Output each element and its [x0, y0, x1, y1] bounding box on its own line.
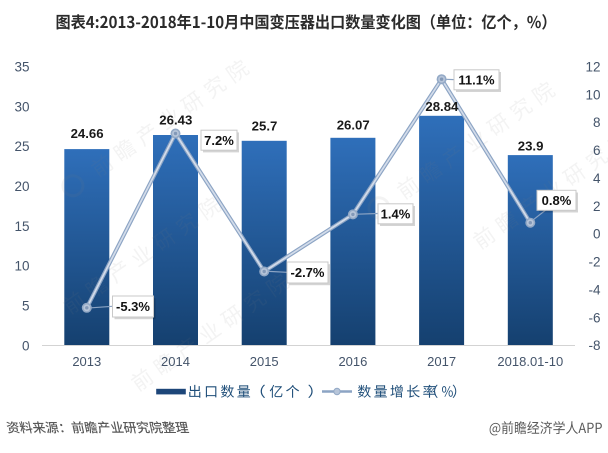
- svg-text:0: 0: [22, 338, 30, 353]
- svg-text:-5.3%: -5.3%: [116, 299, 150, 314]
- svg-text:10: 10: [585, 87, 600, 102]
- svg-text:2: 2: [593, 199, 601, 214]
- svg-text:1.4%: 1.4%: [381, 206, 411, 221]
- svg-text:0: 0: [593, 227, 601, 242]
- svg-text:0.8%: 0.8%: [542, 193, 572, 208]
- svg-text:-2: -2: [588, 255, 600, 270]
- svg-text:-2.7%: -2.7%: [291, 265, 325, 280]
- svg-text:2017: 2017: [427, 354, 456, 369]
- svg-text:23.9: 23.9: [518, 139, 544, 154]
- svg-text:5: 5: [22, 299, 30, 314]
- svg-text:20: 20: [14, 179, 29, 194]
- svg-text:2013: 2013: [72, 354, 101, 369]
- svg-text:11.1%: 11.1%: [458, 72, 495, 87]
- svg-text:-4: -4: [588, 283, 600, 298]
- svg-text:2018.01-10: 2018.01-10: [497, 354, 563, 369]
- svg-text:7.2%: 7.2%: [204, 133, 234, 148]
- svg-text:8: 8: [593, 115, 601, 130]
- svg-text:26.07: 26.07: [337, 117, 370, 132]
- svg-text:24.66: 24.66: [71, 126, 104, 141]
- svg-text:15: 15: [14, 219, 29, 234]
- svg-text:10: 10: [14, 259, 29, 274]
- svg-text:6: 6: [593, 143, 601, 158]
- svg-text:25.7: 25.7: [252, 119, 278, 134]
- svg-text:-8: -8: [588, 338, 600, 353]
- svg-text:28.84: 28.84: [425, 99, 459, 114]
- svg-text:25: 25: [14, 139, 29, 154]
- svg-text:26.43: 26.43: [159, 112, 192, 127]
- svg-text:-6: -6: [588, 310, 600, 325]
- svg-text:4: 4: [593, 171, 601, 186]
- svg-text:2016: 2016: [338, 354, 367, 369]
- svg-text:2014: 2014: [161, 354, 190, 369]
- svg-text:30: 30: [14, 99, 29, 114]
- svg-text:2015: 2015: [250, 354, 279, 369]
- svg-text:12: 12: [585, 59, 600, 74]
- svg-text:35: 35: [14, 60, 29, 75]
